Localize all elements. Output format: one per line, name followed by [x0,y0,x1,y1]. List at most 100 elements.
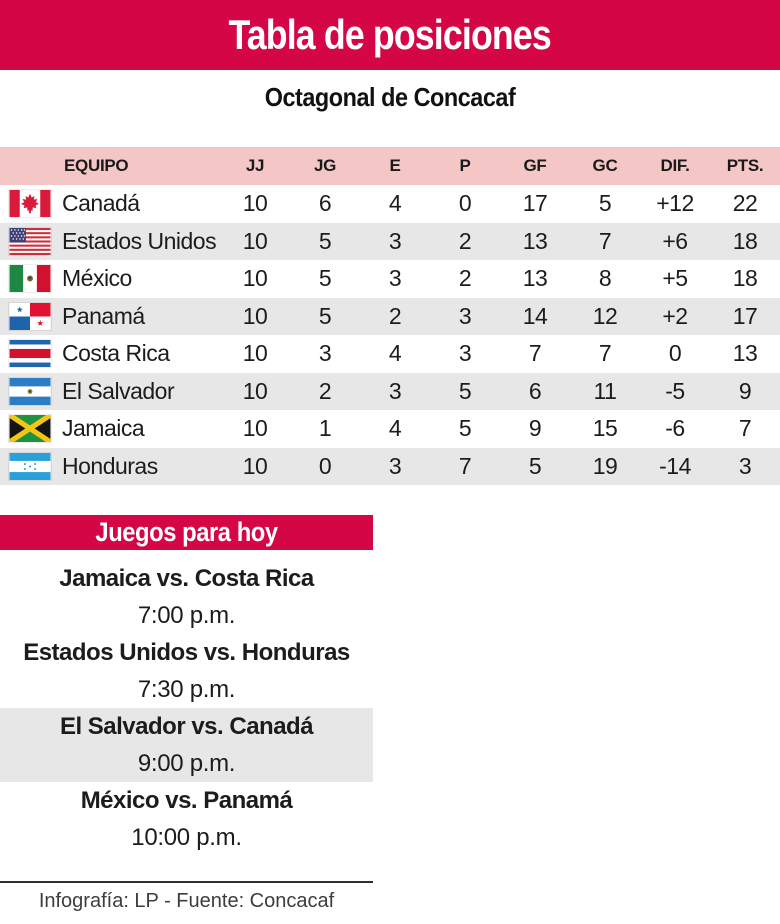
standings-table: EQUIPO JJ JG E P GF GC DIF. PTS. Canadá … [0,147,780,485]
jamaica-flag-icon [0,414,56,444]
stat-jj: 10 [242,340,268,367]
column-header-e: E [389,156,401,175]
column-header-gf: GF [523,156,547,175]
table-row: Honduras 10 0 3 7 5 19 -14 3 [0,447,780,485]
stat-pts: 9 [738,377,752,404]
stat-gc: 7 [598,227,612,254]
team-name: Canadá [62,190,140,217]
stat-pts: 18 [732,265,758,292]
stat-jj: 10 [242,302,268,329]
stat-jj: 10 [242,265,268,292]
match-time: 9:00 p.m. [137,750,236,777]
panama-flag-icon [0,301,56,331]
column-header-p: P [459,156,471,175]
stat-gf: 13 [522,265,548,292]
match-time: 10:00 p.m. [131,824,242,851]
team-name: México [62,265,132,292]
table-row: Canadá 10 6 4 0 17 5 +12 22 [0,185,780,223]
stat-jg: 5 [318,265,332,292]
games-today-section: Juegos para hoy Jamaica vs. Costa Rica 7… [0,515,373,856]
table-row: Jamaica 10 1 4 5 9 15 -6 7 [0,410,780,448]
stat-gf: 17 [522,190,548,217]
column-header-jg: JG [313,156,337,175]
stat-jg: 1 [318,415,332,442]
team-name: Honduras [62,452,158,479]
stat-gc: 19 [592,452,618,479]
honduras-flag-icon [0,451,56,481]
stat-dif: +5 [662,265,688,292]
stat-p: 2 [458,265,472,292]
stat-pts: 18 [732,227,758,254]
team-name: Costa Rica [62,340,170,367]
column-header-jj: JJ [245,156,265,175]
table-row: Costa Rica 10 3 4 3 7 7 0 13 [0,335,780,373]
stat-jg: 6 [318,190,332,217]
stat-e: 3 [388,377,402,404]
stat-dif: -14 [659,452,691,479]
footer: Infografía: LP - Fuente: Concacaf [0,881,373,913]
credit-text: Infografía: LP - Fuente: Concacaf [38,890,335,912]
stat-dif: -6 [665,415,685,442]
stat-jj: 10 [242,415,268,442]
match-teams: México vs. Panamá [80,787,293,814]
stat-p: 0 [458,190,472,217]
table-header-row: EQUIPO JJ JG E P GF GC DIF. PTS. [0,147,780,185]
stat-p: 5 [458,415,472,442]
stat-jg: 0 [318,452,332,479]
el-salvador-flag-icon [0,376,56,406]
match-item: Jamaica vs. Costa Rica 7:00 p.m. [0,560,373,634]
column-header-gc: GC [592,156,618,175]
match-teams: El Salvador vs. Canadá [59,713,314,740]
stat-gf: 6 [528,377,542,404]
stat-e: 3 [388,265,402,292]
stat-gf: 13 [522,227,548,254]
stat-jg: 5 [318,227,332,254]
stat-e: 3 [388,452,402,479]
stat-jg: 3 [318,340,332,367]
stat-e: 4 [388,415,402,442]
column-header-pts: PTS. [726,156,764,175]
team-name: El Salvador [62,377,175,404]
table-row: México 10 5 3 2 13 8 +5 18 [0,260,780,298]
costa-rica-flag-icon [0,339,56,369]
match-time: 7:00 p.m. [137,602,236,629]
stat-jj: 10 [242,190,268,217]
stat-jj: 10 [242,452,268,479]
stat-pts: 17 [732,302,758,329]
match-teams: Estados Unidos vs. Honduras [23,639,350,666]
table-row: El Salvador 10 2 3 5 6 11 -5 9 [0,372,780,410]
stat-pts: 22 [732,190,758,217]
table-row: Panamá 10 5 2 3 14 12 +2 17 [0,297,780,335]
stat-p: 5 [458,377,472,404]
match-teams: Jamaica vs. Costa Rica [59,565,314,592]
canada-flag-icon [0,189,56,219]
stat-p: 3 [458,302,472,329]
stat-p: 2 [458,227,472,254]
stat-gf: 7 [528,340,542,367]
page-title: Tabla de posiciones [228,11,552,58]
stat-gf: 9 [528,415,542,442]
stat-gf: 14 [522,302,548,329]
stat-gf: 5 [528,452,542,479]
team-name: Jamaica [62,415,145,442]
games-title: Juegos para hoy [95,517,278,547]
stat-dif: -5 [665,377,685,404]
stat-e: 4 [388,340,402,367]
stat-jg: 5 [318,302,332,329]
column-header-dif: DIF. [660,156,690,175]
match-time: 7:30 p.m. [137,676,236,703]
subtitle: Octagonal de Concacaf [264,82,516,112]
matches-list: Jamaica vs. Costa Rica 7:00 p.m. Estados… [0,560,373,856]
stat-gc: 12 [592,302,618,329]
stat-e: 2 [388,302,402,329]
match-item: Estados Unidos vs. Honduras 7:30 p.m. [0,634,373,708]
table-row: Estados Unidos 10 5 3 2 13 7 +6 18 [0,222,780,260]
stat-dif: +12 [656,190,694,217]
column-header-equipo: EQUIPO [64,156,129,175]
mexico-flag-icon [0,264,56,294]
stat-gc: 7 [598,340,612,367]
stat-e: 4 [388,190,402,217]
stat-dif: 0 [668,340,682,367]
stat-jj: 10 [242,377,268,404]
